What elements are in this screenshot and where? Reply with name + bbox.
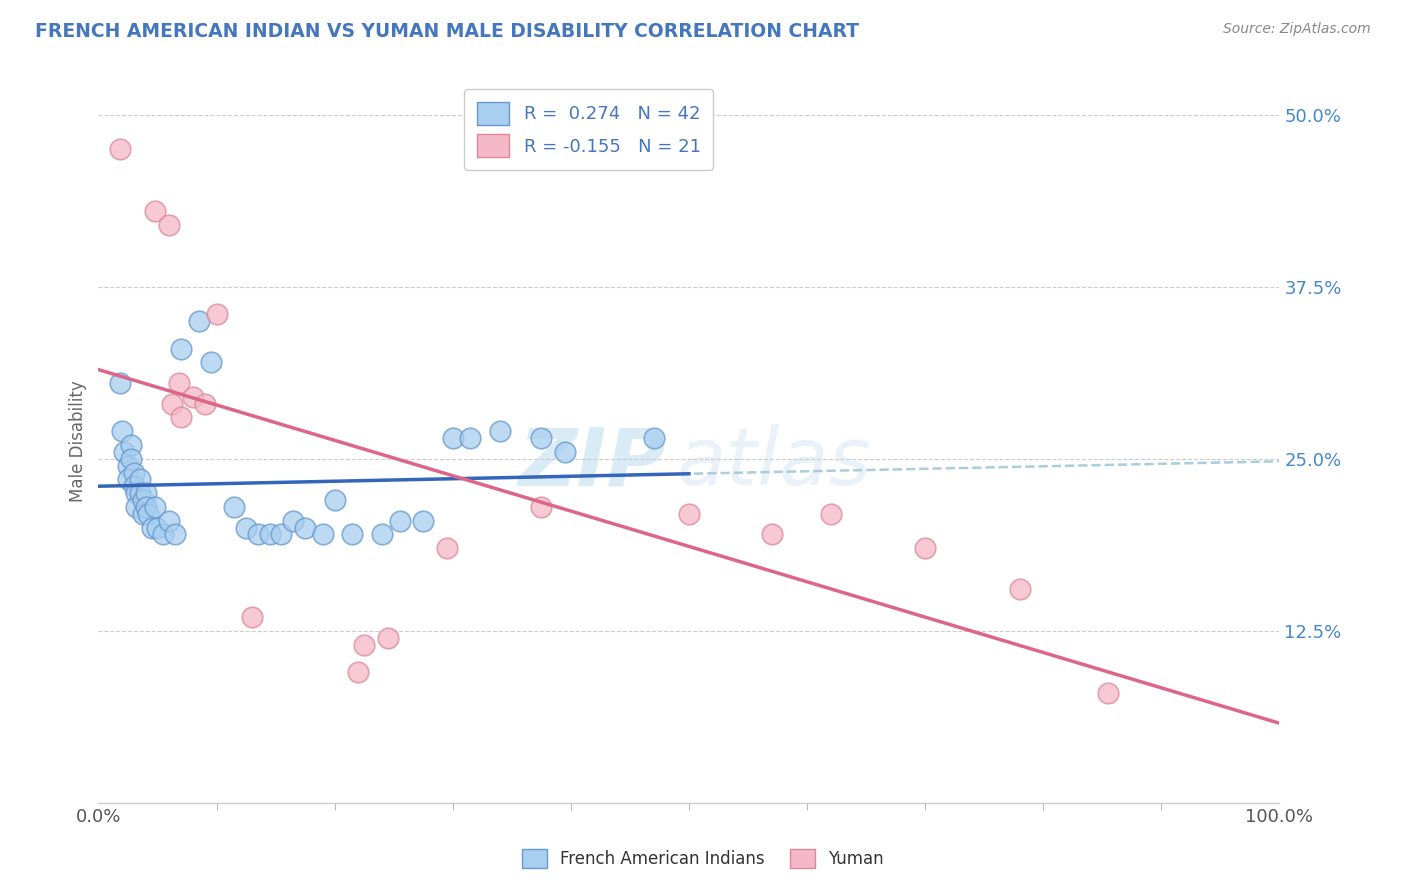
Point (259, 527, 281, 541)
Point (643, 431, 665, 445)
Point (160, 397, 183, 411)
Point (235, 520, 257, 534)
Point (342, 527, 364, 541)
Point (530, 431, 553, 445)
Point (1097, 686, 1119, 700)
Point (128, 486, 150, 500)
Point (132, 507, 155, 521)
Point (240, 610, 263, 624)
Point (323, 493, 346, 508)
Point (283, 514, 305, 528)
Point (170, 410, 193, 425)
Point (170, 342, 193, 356)
Point (136, 507, 159, 521)
Point (121, 451, 143, 466)
Point (165, 527, 187, 541)
Point (371, 527, 394, 541)
Point (460, 431, 482, 445)
Point (117, 472, 139, 486)
Point (143, 204, 166, 219)
Point (157, 218, 180, 232)
Point (312, 527, 335, 541)
Point (224, 500, 246, 514)
Point (187, 314, 209, 328)
Point (1008, 582, 1031, 597)
Point (108, 142, 131, 156)
Point (270, 527, 292, 541)
Point (135, 486, 157, 500)
Point (353, 638, 375, 652)
Point (914, 541, 936, 556)
Point (377, 631, 399, 645)
Point (530, 500, 553, 514)
Point (108, 376, 131, 390)
Point (132, 493, 155, 508)
Point (200, 355, 222, 369)
Point (121, 438, 143, 452)
Point (820, 507, 842, 521)
Point (111, 424, 134, 438)
Point (205, 307, 228, 321)
Text: atlas: atlas (678, 425, 872, 502)
Point (143, 500, 166, 514)
Point (412, 514, 434, 528)
Point (167, 376, 190, 390)
Text: ZIP: ZIP (517, 425, 665, 502)
Point (128, 472, 150, 486)
Point (135, 500, 157, 514)
Point (554, 445, 576, 459)
Point (181, 390, 204, 404)
Point (125, 500, 148, 514)
Point (157, 514, 180, 528)
Legend: R =  0.274   N = 42, R = -0.155   N = 21: R = 0.274 N = 42, R = -0.155 N = 21 (464, 89, 713, 170)
Point (141, 520, 163, 534)
Point (347, 665, 370, 679)
Point (441, 431, 464, 445)
Point (117, 458, 139, 473)
Point (112, 445, 135, 459)
Point (246, 527, 269, 541)
Point (489, 424, 512, 438)
Text: FRENCH AMERICAN INDIAN VS YUMAN MALE DISABILITY CORRELATION CHART: FRENCH AMERICAN INDIAN VS YUMAN MALE DIS… (35, 22, 859, 41)
Point (122, 466, 145, 480)
Point (388, 514, 411, 528)
Point (152, 527, 174, 541)
Text: Source: ZipAtlas.com: Source: ZipAtlas.com (1223, 22, 1371, 37)
Point (122, 479, 145, 493)
Point (436, 541, 458, 556)
Legend: French American Indians, Yuman: French American Indians, Yuman (516, 842, 890, 875)
Point (678, 507, 700, 521)
Point (761, 527, 783, 541)
Point (125, 486, 148, 500)
Y-axis label: Male Disability: Male Disability (69, 381, 87, 502)
Point (194, 397, 217, 411)
Point (146, 520, 169, 534)
Point (294, 520, 316, 534)
